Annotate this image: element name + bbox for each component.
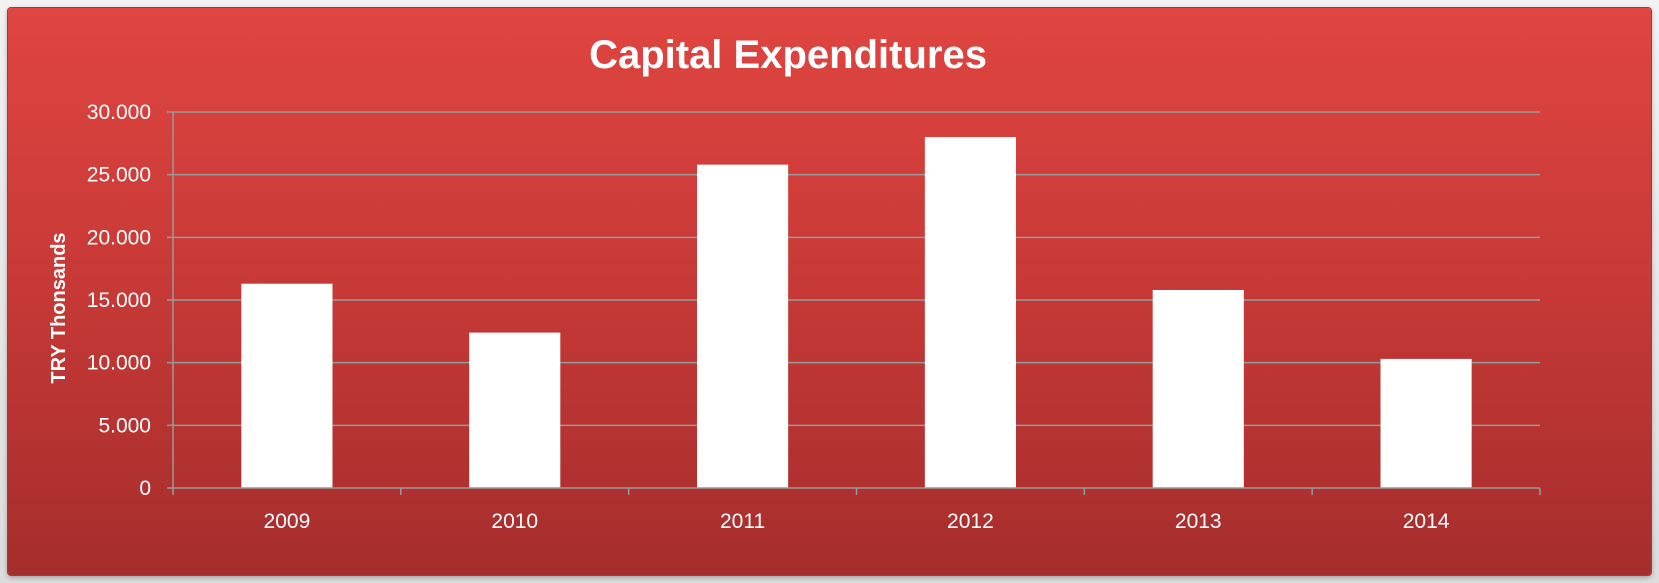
- gridlines: [173, 111, 1540, 427]
- y-tick-labels: 0 5.000 10.000 15.000 20.000 25.000 30.000: [87, 101, 151, 500]
- y-tick-label: 20.000: [87, 226, 151, 249]
- chart-area: Capital Expenditures TRY Thonsands 0 5.00…: [8, 8, 1651, 575]
- bar-2013: [1152, 289, 1244, 488]
- bar-chart: Capital Expenditures TRY Thonsands 0 5.00…: [48, 33, 1541, 533]
- x-tick-label: 2013: [1175, 510, 1222, 533]
- x-tick-label: 2014: [1403, 510, 1450, 533]
- y-tick-label: 30.000: [87, 101, 151, 124]
- y-tick-label: 5.000: [98, 414, 151, 437]
- bar-2009: [241, 283, 333, 488]
- x-tick-label: 2012: [947, 510, 994, 533]
- x-tick-label: 2009: [264, 510, 311, 533]
- bar-2010: [469, 332, 561, 488]
- y-tick-label: 10.000: [87, 352, 151, 375]
- chart-title: Capital Expenditures: [589, 33, 987, 77]
- x-tick-label: 2010: [491, 510, 538, 533]
- bar-2014: [1380, 358, 1472, 488]
- axes: [167, 111, 1541, 495]
- x-tick-labels: 2009 2010 2011 2012 2013 2014: [264, 510, 1450, 533]
- y-tick-label: 0: [139, 477, 151, 500]
- bar-2012: [924, 137, 1016, 489]
- bar-2011: [697, 164, 789, 488]
- y-tick-label: 25.000: [87, 164, 151, 187]
- bars: [241, 137, 1472, 489]
- y-axis-title: TRY Thonsands: [48, 232, 70, 383]
- y-tick-label: 15.000: [87, 289, 151, 312]
- x-tick-label: 2011: [720, 510, 765, 533]
